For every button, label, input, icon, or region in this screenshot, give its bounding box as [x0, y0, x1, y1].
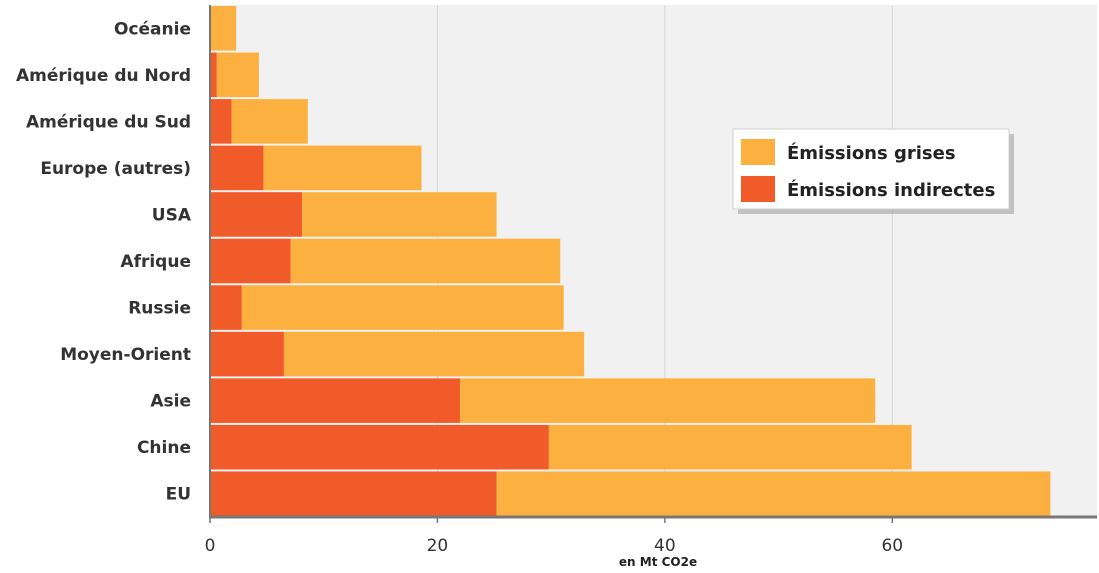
bar-indirect[interactable] — [210, 52, 217, 98]
category-label: Russie — [128, 299, 191, 319]
legend-box — [732, 128, 1010, 210]
bar-grey[interactable] — [263, 145, 422, 191]
bar-grey[interactable] — [231, 99, 308, 144]
x-tick-label: 20 — [427, 536, 449, 556]
x-axis-title: en Mt CO2e — [619, 555, 697, 569]
bar-indirect[interactable] — [210, 424, 549, 470]
bar-grey[interactable] — [210, 6, 237, 51]
legend[interactable]: Émissions grises Émissions indirectes — [732, 128, 1014, 214]
bar-indirect[interactable] — [210, 192, 303, 237]
axes-layer — [209, 5, 1097, 523]
category-label: Amérique du Nord — [16, 66, 191, 86]
bar-indirect[interactable] — [210, 378, 461, 423]
category-label: Asie — [150, 392, 191, 412]
bar-grey[interactable] — [302, 192, 497, 237]
category-label: Amérique du Sud — [26, 112, 191, 132]
x-tick-label: 60 — [881, 536, 903, 556]
x-tick-label: 40 — [654, 536, 676, 556]
labels-layer: 0 20 40 60 EU Chine Asie Moyen-Orient Russie Afri… — [16, 19, 903, 556]
legend-swatch-indirect — [741, 176, 775, 202]
bar-indirect[interactable] — [210, 238, 291, 284]
bar-grey[interactable] — [290, 238, 561, 284]
legend-label-grey: Émissions grises — [787, 142, 956, 164]
legend-swatch-grey — [741, 139, 775, 165]
bar-indirect[interactable] — [210, 285, 242, 330]
category-label: Océanie — [114, 19, 191, 39]
bar-indirect[interactable] — [210, 471, 497, 516]
category-label: Chine — [137, 438, 191, 458]
bars-layer — [210, 6, 1051, 516]
category-label: Moyen-Orient — [60, 345, 191, 365]
bar-grey[interactable] — [548, 424, 912, 470]
bar-grey[interactable] — [496, 471, 1051, 516]
bar-indirect[interactable] — [210, 99, 232, 144]
bar-grey[interactable] — [241, 285, 564, 330]
bar-indirect[interactable] — [210, 145, 264, 191]
bar-grey[interactable] — [283, 331, 585, 377]
legend-label-indirect: Émissions indirectes — [787, 179, 995, 201]
category-label: Europe (autres) — [40, 159, 191, 179]
category-label: Afrique — [120, 252, 191, 272]
category-label: USA — [152, 205, 192, 225]
bar-grey[interactable] — [216, 52, 259, 98]
bar-grey[interactable] — [460, 378, 876, 423]
x-tick-label: 0 — [205, 536, 216, 556]
bar-indirect[interactable] — [210, 331, 284, 377]
category-label: EU — [166, 485, 191, 505]
